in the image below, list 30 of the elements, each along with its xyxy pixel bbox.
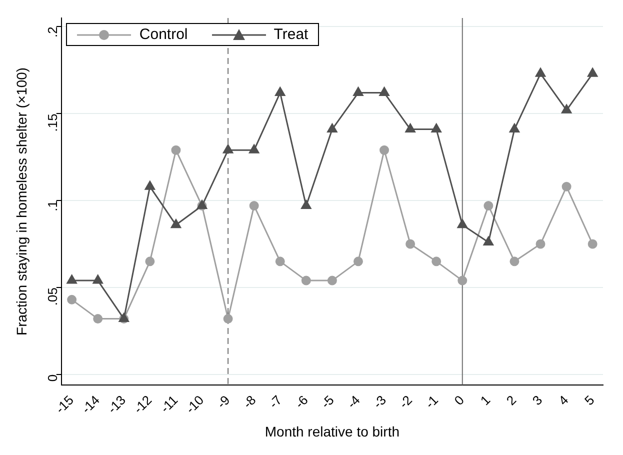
x-tick-label: 2 xyxy=(503,392,520,408)
x-tick-label: 1 xyxy=(477,392,494,408)
x-tick-label: -11 xyxy=(157,392,181,416)
x-tick-label: -10 xyxy=(182,392,207,416)
x-tick-label: -15 xyxy=(52,392,76,416)
x-tick-label: -1 xyxy=(422,392,442,412)
x-tick-label: -2 xyxy=(396,392,415,412)
legend-label: Treat xyxy=(274,26,308,43)
x-tick-label: 3 xyxy=(529,392,546,408)
x-tick-label: -3 xyxy=(370,392,389,412)
x-tick-label: 4 xyxy=(555,392,572,408)
x-tick-label: -5 xyxy=(318,392,337,412)
x-tick-label: 0 xyxy=(451,392,468,408)
x-tick-label: 5 xyxy=(582,392,598,408)
x-axis-title: Month relative to birth xyxy=(264,423,400,440)
x-tick-label: -7 xyxy=(266,392,285,412)
y-tick-label: 0 xyxy=(44,374,60,382)
x-tick-label: -9 xyxy=(214,392,233,412)
y-tick-label: .05 xyxy=(44,288,60,306)
x-tick-label: -4 xyxy=(344,392,363,412)
x-tick-label: -14 xyxy=(78,392,103,416)
y-tick-label: .1 xyxy=(44,200,60,212)
y-axis-title: Fraction staying in homeless shelter (×100) xyxy=(13,67,30,336)
legend-label: Control xyxy=(139,26,188,43)
y-tick-label: .15 xyxy=(44,114,60,132)
x-tick-label: -12 xyxy=(130,392,155,416)
y-tick-label: .2 xyxy=(44,26,60,38)
x-tick-label: -13 xyxy=(104,392,129,416)
x-tick-label: -6 xyxy=(292,392,311,412)
x-tick-label: -8 xyxy=(240,392,259,412)
